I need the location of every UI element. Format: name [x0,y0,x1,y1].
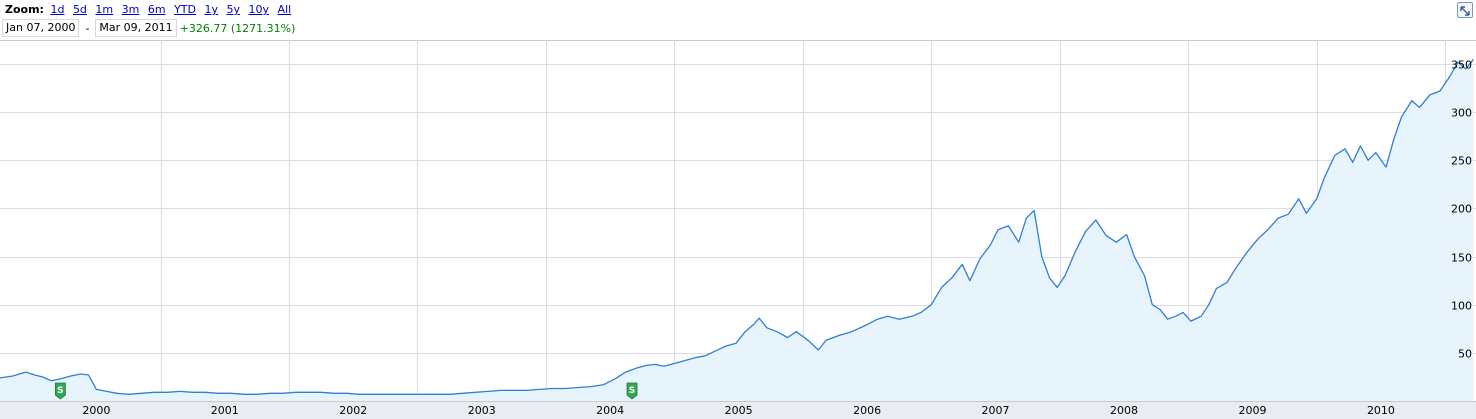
zoom-label: Zoom: [5,3,44,16]
x-tick-label: 2002 [339,404,367,417]
zoom-1d-link[interactable]: 1d [50,3,65,16]
expand-button[interactable] [1457,2,1473,18]
y-tick-label: 250 [1451,155,1472,168]
marker-label: S [629,386,635,396]
start-date-field[interactable]: Jan 07, 2000 [2,19,80,37]
marker-shape [54,382,66,400]
zoom-1y-link[interactable]: 1y [204,3,219,16]
y-tick-label: 300 [1451,107,1472,120]
x-tick-label: 2000 [82,404,110,417]
date-range: Jan 07, 2000 - Mar 09, 2011 +326.77 (127… [2,19,295,37]
price-change: +326.77 (1271.31%) [179,21,296,35]
end-date-field[interactable]: Mar 09, 2011 [95,19,177,37]
x-axis-labels: 2000 2001 2002 2003 2004 2005 2006 2007 2008 2009… [82,404,1395,417]
expand-icon [1460,6,1470,16]
zoom-controls: Zoom: 1d 5d 1m 3m 6m YTD 1y 5y 10y All [5,3,296,16]
dividend-marker-icon: S [626,382,638,400]
x-axis-band [0,401,1476,419]
x-tick-label: 2007 [982,404,1010,417]
x-tick-label: 2006 [853,404,881,417]
chart-toolbar: Zoom: 1d 5d 1m 3m 6m YTD 1y 5y 10y All J… [0,0,1476,40]
marker-shape [626,382,638,400]
x-tick-label: 2010 [1367,404,1395,417]
y-tick-label: 200 [1451,203,1472,216]
zoom-5y-link[interactable]: 5y [226,3,241,16]
x-tick-label: 2004 [596,404,624,417]
x-tick-label: 2003 [468,404,496,417]
zoom-1m-link[interactable]: 1m [95,3,114,16]
y-tick-label: 50 [1458,348,1472,361]
zoom-3m-link[interactable]: 3m [121,3,140,16]
x-tick-label: 2005 [725,404,753,417]
marker-label: S [57,386,63,396]
zoom-all-link[interactable]: All [277,3,292,16]
x-tick-label: 2008 [1110,404,1138,417]
x-tick-label: 2001 [211,404,239,417]
zoom-6m-link[interactable]: 6m [147,3,166,16]
date-separator: - [85,21,90,35]
zoom-10y-link[interactable]: 10y [248,3,270,16]
x-tick-label: 2009 [1238,404,1266,417]
dividend-marker-icon: S [54,382,66,400]
series-area [0,59,1474,402]
series-line [0,58,1474,395]
zoom-ytd-link[interactable]: YTD [174,3,196,16]
y-tick-label: 100 [1451,300,1472,313]
zoom-5d-link[interactable]: 5d [72,3,87,16]
y-tick-label: 150 [1451,252,1472,265]
y-axis-labels: 50 100 150 200 250 300 350 [1451,59,1472,361]
y-tick-label: 350 [1451,59,1472,72]
